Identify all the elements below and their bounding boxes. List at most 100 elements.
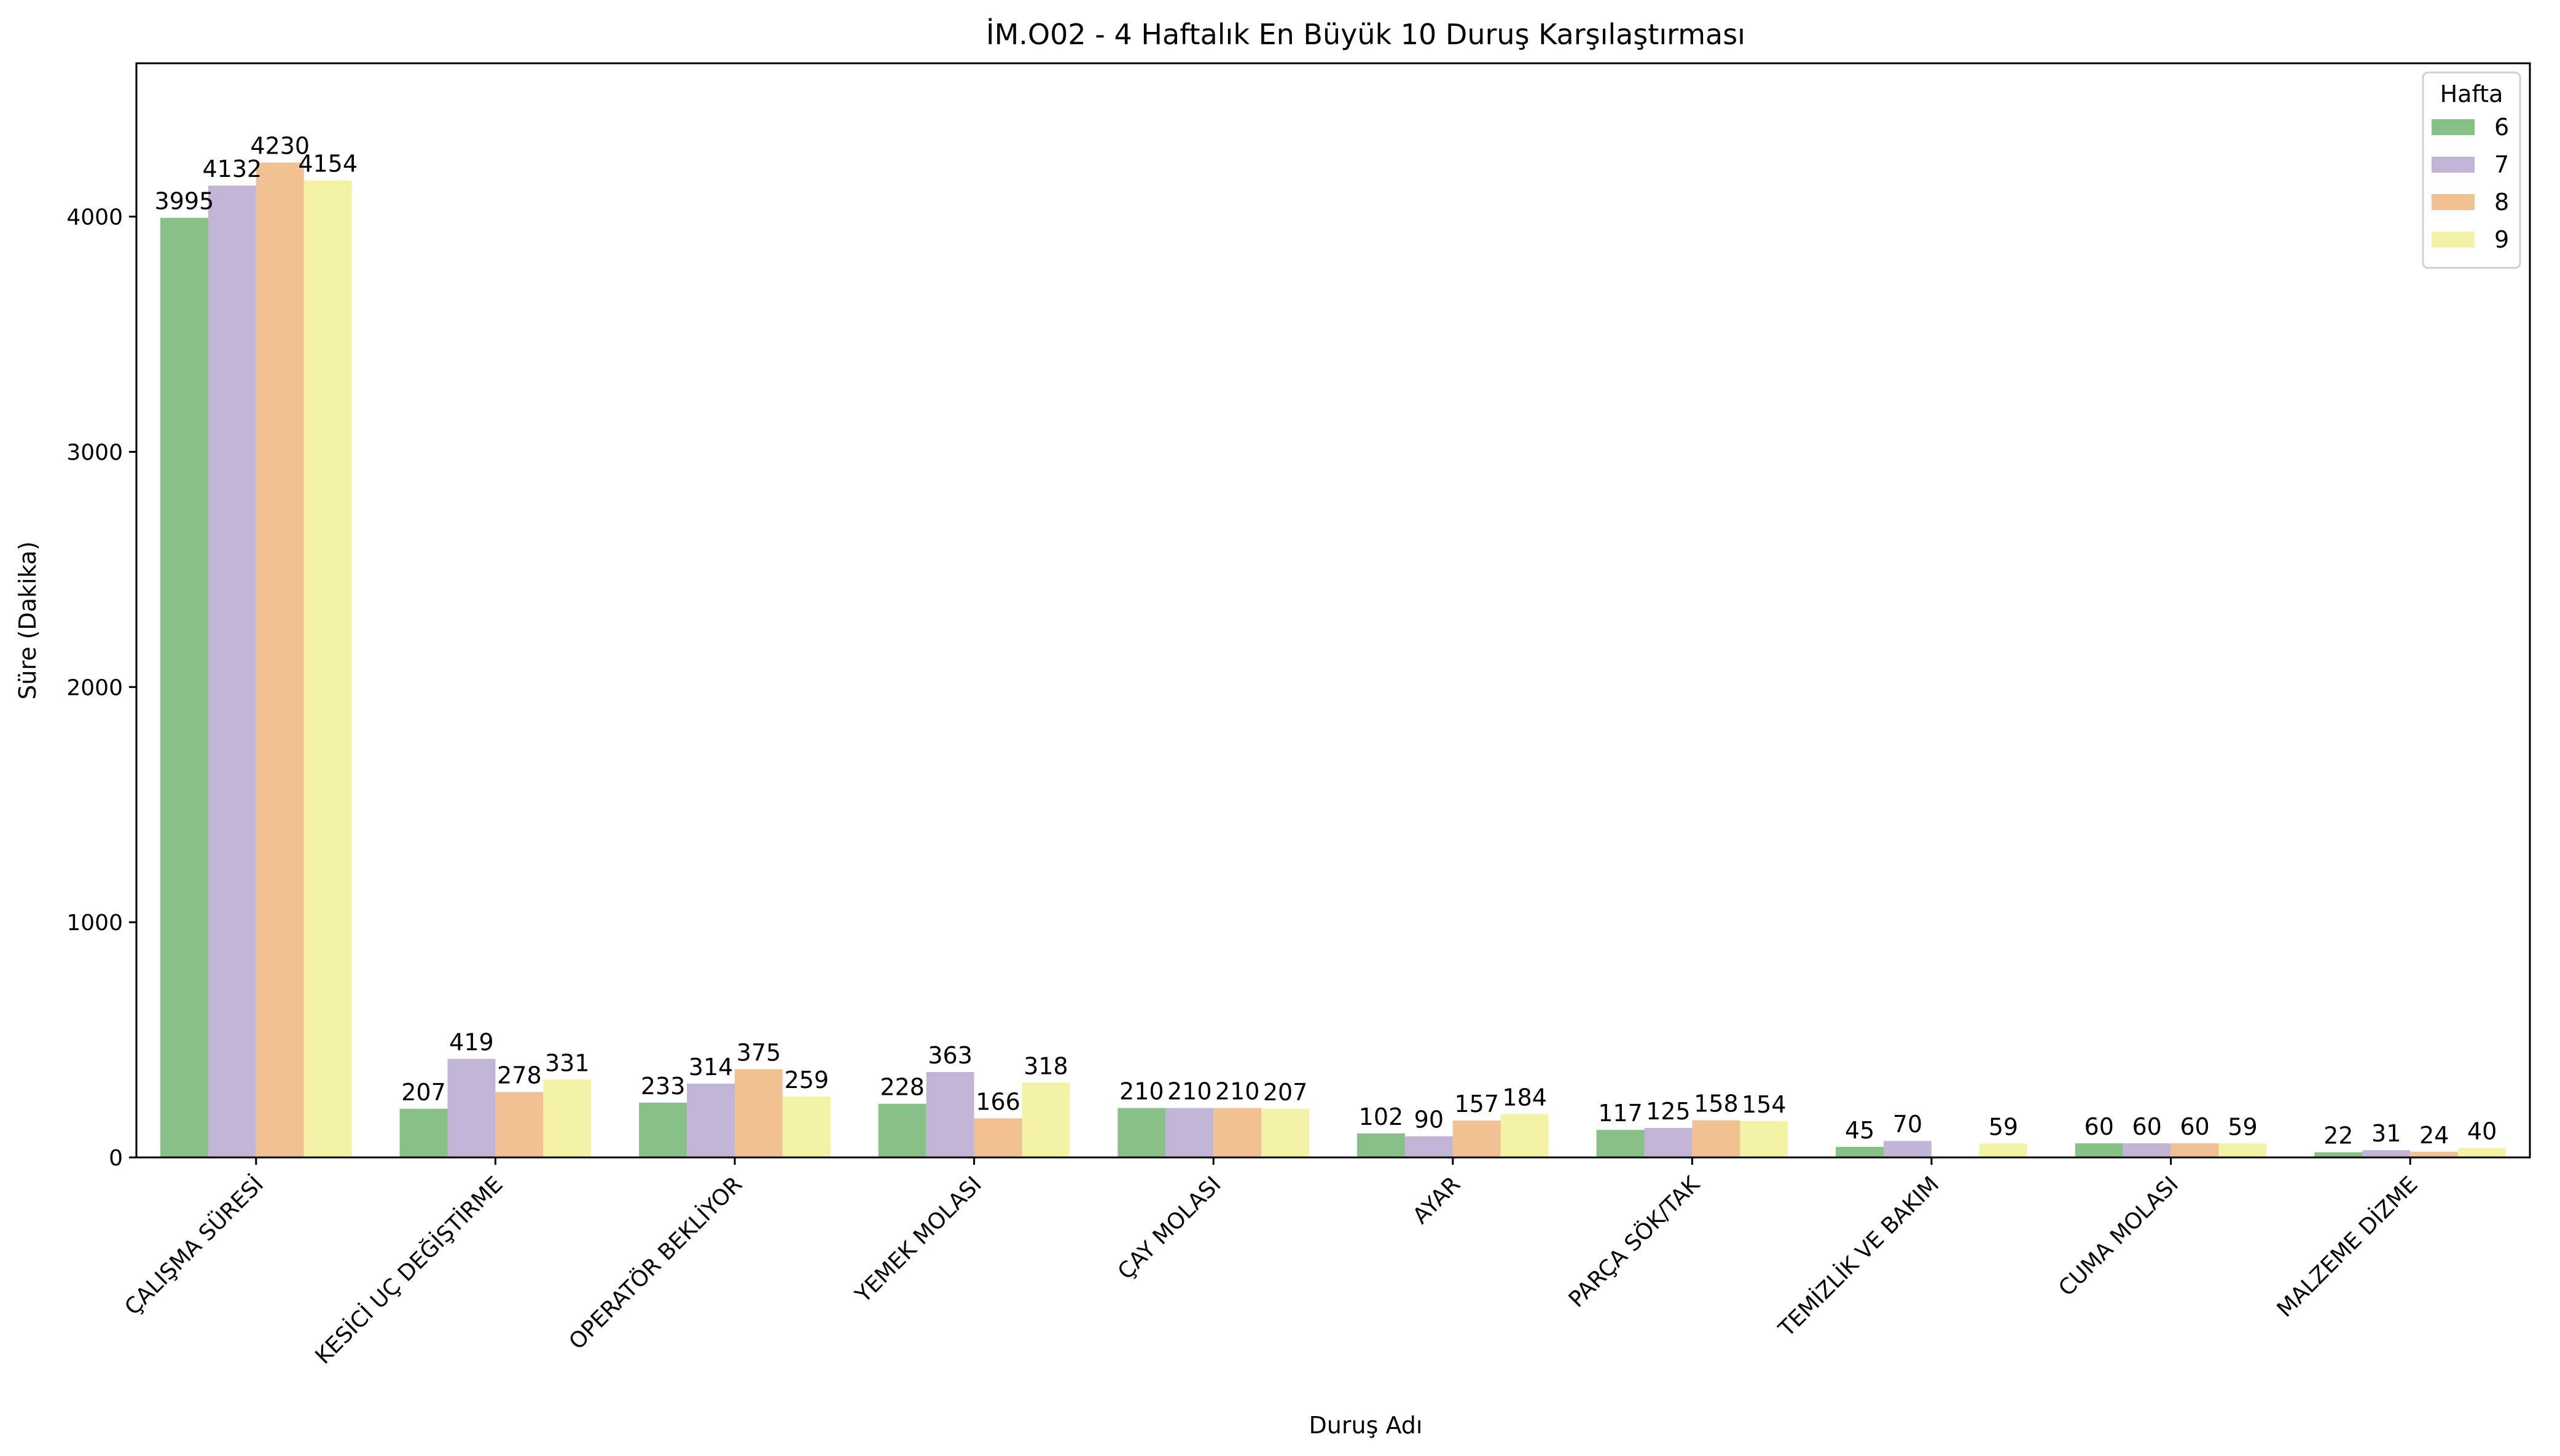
- x-tick-label: AYAR: [1408, 1172, 1465, 1229]
- data-label: 60: [2084, 1113, 2114, 1140]
- y-tick-label: 0: [109, 1146, 123, 1171]
- data-label: 157: [1454, 1090, 1499, 1117]
- bar-week-8-cat-4: [1213, 1108, 1262, 1157]
- bar-week-8-cat-0: [256, 162, 304, 1157]
- y-tick-label: 3000: [66, 440, 123, 465]
- legend-title: Hafta: [2440, 80, 2503, 108]
- bar-week-7-cat-3: [926, 1072, 974, 1157]
- legend: Hafta 6 7 8 9: [2422, 71, 2521, 269]
- plot-frame: [135, 62, 2531, 1159]
- data-label: 59: [2228, 1113, 2257, 1140]
- bar-week-6-cat-8: [2075, 1143, 2123, 1157]
- legend-label: 7: [2494, 151, 2509, 178]
- data-label: 117: [1598, 1100, 1643, 1127]
- bar-week-7-cat-2: [687, 1083, 735, 1157]
- legend-swatch-week-6: [2432, 119, 2475, 135]
- data-label: 184: [1502, 1084, 1547, 1111]
- x-tick-label: KESİCİ UÇ DEĞİŞTİRME: [310, 1172, 508, 1369]
- data-label: 22: [2323, 1122, 2353, 1149]
- data-label: 278: [497, 1062, 542, 1089]
- bar-week-9-cat-9: [2458, 1148, 2507, 1157]
- data-label: 4154: [298, 151, 358, 178]
- data-label: 233: [641, 1073, 686, 1100]
- bar-week-6-cat-0: [160, 217, 208, 1157]
- y-tick-label: 2000: [66, 675, 123, 700]
- y-axis-label: Süre (Dakika): [14, 541, 41, 700]
- chart-title: İM.O02 - 4 Haftalık En Büyük 10 Duruş Ka…: [986, 18, 1745, 51]
- data-label: 228: [880, 1074, 925, 1101]
- data-label: 375: [737, 1039, 781, 1066]
- bar-week-7-cat-9: [2362, 1150, 2411, 1157]
- data-label: 318: [1024, 1052, 1068, 1079]
- bar-week-6-cat-4: [1118, 1108, 1166, 1157]
- legend-swatch-week-8: [2432, 194, 2475, 210]
- bar-week-6-cat-3: [878, 1103, 926, 1157]
- x-tick-label: ÇAY MOLASI: [1113, 1172, 1226, 1285]
- bar-week-9-cat-3: [1022, 1082, 1070, 1157]
- bar-week-9-cat-7: [1979, 1143, 2027, 1157]
- data-label: 363: [928, 1042, 973, 1069]
- x-tick-label: YEMEK MOLASI: [850, 1172, 987, 1308]
- data-label: 40: [2467, 1118, 2497, 1145]
- bar-week-8-cat-2: [735, 1069, 783, 1157]
- bar-week-6-cat-7: [1836, 1146, 1884, 1157]
- bar-week-6-cat-6: [1596, 1130, 1645, 1157]
- data-label: 419: [449, 1029, 494, 1056]
- x-tick-label: OPERATÖR BEKLİYOR: [564, 1172, 747, 1355]
- bar-week-8-cat-8: [2171, 1143, 2219, 1157]
- data-label: 45: [1845, 1117, 1874, 1144]
- x-tick-label: TEMİZLİK VE BAKIM: [1773, 1172, 1944, 1342]
- bar-week-7-cat-0: [208, 186, 256, 1157]
- data-label: 59: [1989, 1113, 2018, 1140]
- data-label: 210: [1215, 1078, 1260, 1105]
- data-label: 90: [1414, 1106, 1444, 1133]
- data-label: 259: [785, 1067, 829, 1094]
- legend-label: 8: [2494, 189, 2509, 216]
- y-tick-label: 4000: [66, 205, 123, 230]
- data-label: 154: [1742, 1091, 1787, 1118]
- bar-week-6-cat-2: [639, 1102, 687, 1157]
- data-label: 70: [1893, 1111, 1922, 1138]
- bar-week-9-cat-8: [2218, 1143, 2267, 1157]
- bar-week-7-cat-4: [1165, 1108, 1214, 1157]
- y-tick-label: 1000: [66, 910, 123, 936]
- data-label: 207: [1263, 1079, 1308, 1106]
- x-axis-label: Duruş Adı: [1309, 1412, 1423, 1439]
- bar-week-8-cat-9: [2410, 1151, 2459, 1157]
- data-label: 60: [2132, 1113, 2161, 1140]
- data-labels-layer: 3995 207 233 228 210 102 117 45 60 22 4132 419 314 36…: [155, 133, 2497, 1149]
- bar-week-8-cat-1: [495, 1092, 544, 1157]
- data-label: 60: [2180, 1113, 2209, 1140]
- bar-week-7-cat-5: [1404, 1136, 1453, 1157]
- data-label: 314: [689, 1054, 734, 1081]
- data-label: 331: [545, 1049, 590, 1076]
- bar-week-9-cat-5: [1500, 1114, 1549, 1157]
- legend-label: 9: [2494, 226, 2509, 253]
- bar-week-6-cat-5: [1356, 1133, 1405, 1157]
- bar-week-9-cat-0: [303, 180, 352, 1157]
- legend-swatch-week-7: [2432, 157, 2475, 173]
- bar-week-7-cat-1: [447, 1059, 496, 1157]
- legend-swatch-week-9: [2432, 232, 2475, 248]
- x-tick-label: ÇALIŞMA SÜRESİ: [120, 1172, 268, 1320]
- legend-label: 6: [2494, 114, 2509, 141]
- data-label: 3995: [155, 188, 214, 215]
- x-tick-label: PARÇA SÖK/TAK: [1564, 1171, 1705, 1313]
- bar-week-8-cat-6: [1692, 1120, 1740, 1157]
- axes-layer: 0 1000 2000 3000 4000 ÇALIŞMA SÜRESİ KESİCİ UÇ…: [66, 62, 2531, 1369]
- bar-week-8-cat-3: [974, 1118, 1022, 1157]
- bar-week-9-cat-2: [782, 1096, 831, 1157]
- data-label: 207: [401, 1079, 446, 1106]
- bar-week-7-cat-8: [2123, 1143, 2171, 1157]
- x-tick-label: CUMA MOLASI: [2054, 1172, 2183, 1301]
- bar-week-6-cat-1: [399, 1108, 448, 1157]
- bar-week-9-cat-4: [1261, 1108, 1310, 1157]
- data-label: 166: [976, 1088, 1020, 1115]
- bar-week-9-cat-1: [543, 1079, 592, 1157]
- data-label: 125: [1646, 1098, 1691, 1125]
- x-tick-label: MALZEME DİZME: [2272, 1172, 2423, 1323]
- bar-week-6-cat-9: [2314, 1152, 2363, 1157]
- bar-week-7-cat-6: [1644, 1128, 1693, 1157]
- data-label: 210: [1167, 1078, 1212, 1105]
